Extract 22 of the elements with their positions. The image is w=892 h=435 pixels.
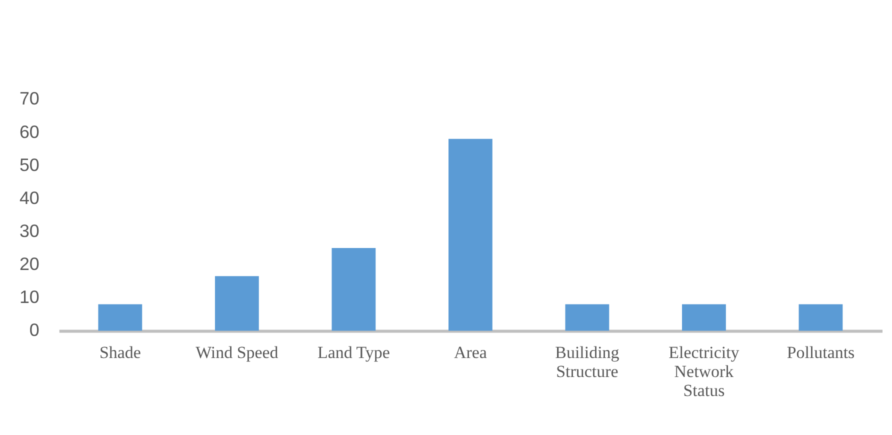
bar <box>682 304 726 331</box>
y-tick-label: 60 <box>19 122 40 142</box>
x-tick-label: Shade <box>99 343 141 362</box>
x-tick-label: Wind Speed <box>196 343 279 362</box>
bar <box>798 304 843 331</box>
y-tick-label: 10 <box>19 287 40 308</box>
y-tick-label: 20 <box>19 254 40 274</box>
y-tick-label: 70 <box>19 88 40 109</box>
x-tick-label: Builiding Structure <box>555 343 620 382</box>
x-tick-label: Pollutants <box>786 343 855 362</box>
y-tick-label: 30 <box>19 221 40 241</box>
x-tick-label: Land Type <box>317 343 390 362</box>
bar <box>448 138 492 331</box>
bar <box>98 304 142 331</box>
y-tick-label: 50 <box>19 154 40 175</box>
x-tick-label: Electricity Network Status <box>668 343 740 400</box>
x-tick-label: Area <box>454 343 488 362</box>
bar <box>565 304 610 331</box>
y-tick-label: 0 <box>29 320 40 340</box>
bar <box>214 276 259 331</box>
y-tick-label: 40 <box>19 188 40 208</box>
bar <box>332 248 376 331</box>
